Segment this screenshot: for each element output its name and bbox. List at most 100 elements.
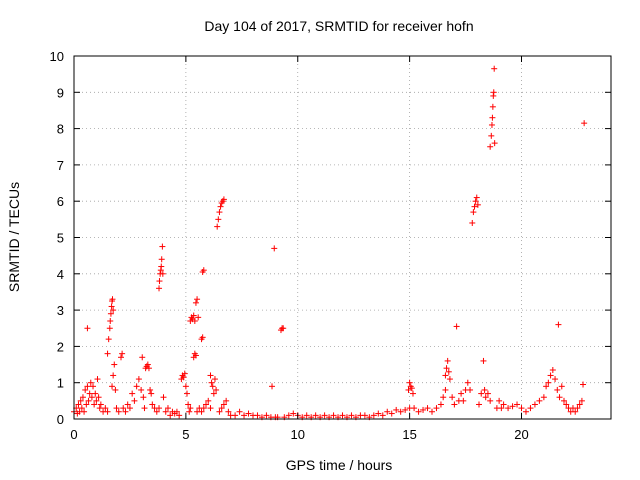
data-point	[104, 408, 111, 415]
data-point	[487, 143, 494, 150]
data-point	[95, 394, 102, 401]
data-point	[83, 401, 90, 408]
x-axis-label: GPS time / hours	[286, 457, 393, 473]
data-point	[147, 386, 154, 393]
data-point	[408, 385, 415, 392]
data-point	[330, 412, 337, 419]
data-point	[245, 410, 252, 417]
data-point	[453, 323, 460, 330]
data-point	[218, 405, 225, 412]
data-point	[531, 401, 538, 408]
data-point	[144, 361, 151, 368]
data-point	[209, 383, 216, 390]
data-point	[198, 408, 205, 415]
data-point	[509, 403, 516, 410]
data-point	[135, 376, 142, 383]
data-point	[213, 386, 220, 393]
data-point	[489, 103, 496, 110]
data-point	[145, 365, 152, 372]
data-point	[375, 410, 382, 417]
data-point	[107, 317, 114, 324]
data-point	[215, 216, 222, 223]
data-point	[554, 386, 561, 393]
data-point	[117, 354, 124, 361]
data-point	[156, 285, 163, 292]
data-point	[442, 386, 449, 393]
data-point	[108, 303, 115, 310]
data-point	[94, 376, 101, 383]
data-point	[424, 405, 431, 412]
x-tick-label: 10	[291, 427, 305, 442]
data-point	[478, 390, 485, 397]
data-point	[124, 401, 131, 408]
data-point	[491, 140, 498, 147]
data-point	[467, 386, 474, 393]
data-point	[505, 405, 512, 412]
data-point	[110, 307, 117, 314]
data-point	[90, 383, 97, 390]
data-point	[91, 401, 98, 408]
data-point	[119, 350, 126, 357]
data-point	[393, 406, 400, 413]
x-tick-labels: 0 5 10 15 20	[70, 427, 528, 442]
y-tick-label: 4	[57, 267, 64, 282]
data-point	[471, 203, 478, 210]
data-point	[158, 263, 165, 270]
data-point	[576, 401, 583, 408]
data-point	[269, 383, 276, 390]
data-point	[110, 372, 117, 379]
data-point	[420, 406, 427, 413]
data-point	[211, 376, 218, 383]
chart-title: Day 104 of 2017, SRMTID for receiver hof…	[204, 18, 473, 34]
data-point	[489, 114, 496, 121]
data-point	[460, 397, 467, 404]
data-point	[183, 390, 190, 397]
data-point	[303, 412, 310, 419]
data-point	[192, 299, 199, 306]
data-point	[84, 383, 91, 390]
data-point	[82, 386, 89, 393]
y-tick-label: 6	[57, 194, 64, 209]
data-point	[207, 405, 214, 412]
data-point	[88, 394, 95, 401]
data-point	[437, 401, 444, 408]
data-point	[79, 394, 86, 401]
data-point	[139, 354, 146, 361]
data-point	[458, 390, 465, 397]
data-point	[160, 394, 167, 401]
data-point	[514, 401, 521, 408]
axis-ticks	[73, 55, 611, 420]
data-point	[153, 408, 160, 415]
data-point	[475, 401, 482, 408]
data-point	[141, 405, 148, 412]
data-point	[241, 412, 248, 419]
data-point	[156, 405, 163, 412]
data-point	[440, 394, 447, 401]
data-point	[473, 194, 480, 201]
data-point	[488, 132, 495, 139]
data-point	[112, 386, 119, 393]
y-tick-label: 9	[57, 85, 64, 100]
data-point	[192, 352, 199, 359]
data-point	[481, 386, 488, 393]
data-point	[443, 365, 450, 372]
data-point	[164, 405, 171, 412]
data-point	[208, 379, 215, 386]
data-point	[86, 390, 93, 397]
data-point	[555, 321, 562, 328]
data-point	[527, 405, 534, 412]
data-point	[159, 270, 166, 277]
data-point	[490, 89, 497, 96]
data-point	[217, 203, 224, 210]
data-point	[75, 401, 82, 408]
x-tick-label: 20	[514, 427, 528, 442]
data-point	[540, 394, 547, 401]
data-point	[191, 317, 198, 324]
data-point	[580, 381, 587, 388]
data-point	[469, 219, 476, 226]
y-tick-label: 1	[57, 376, 64, 391]
data-point	[545, 379, 552, 386]
data-point	[115, 408, 122, 415]
data-point	[106, 325, 113, 332]
